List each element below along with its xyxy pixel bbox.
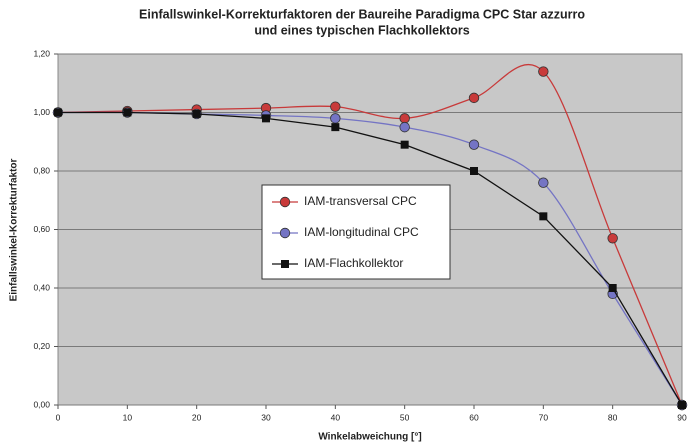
y-tick-label: 0,80 — [33, 165, 50, 175]
x-axis-label: Winkelabweichung [°] — [318, 432, 421, 443]
marker — [330, 113, 341, 124]
marker — [262, 114, 270, 123]
marker — [608, 284, 617, 292]
y-tick-label: 0,40 — [33, 282, 50, 292]
marker — [607, 233, 618, 244]
marker — [539, 212, 548, 221]
y-tick-label: 0,60 — [33, 224, 50, 234]
marker — [399, 113, 410, 124]
marker — [470, 167, 478, 175]
x-tick-label: 80 — [608, 412, 618, 422]
marker — [123, 108, 132, 117]
chart-title: Einfallswinkel-Korrekturfaktoren der Bau… — [139, 7, 585, 21]
x-tick-label: 10 — [123, 412, 133, 422]
legend-label: IAM-transversal CPC — [304, 194, 417, 208]
marker — [538, 177, 549, 188]
x-tick-label: 30 — [261, 412, 271, 422]
legend-label: IAM-Flachkollektor — [304, 256, 403, 270]
legend-box — [261, 184, 451, 280]
x-tick-label: 90 — [677, 412, 687, 422]
marker — [538, 66, 549, 77]
marker — [468, 139, 480, 150]
y-tick-label: 0,20 — [33, 341, 50, 351]
marker — [400, 140, 409, 149]
marker — [331, 123, 340, 132]
marker — [399, 121, 410, 133]
x-tick-label: 60 — [469, 412, 479, 422]
marker — [468, 92, 480, 104]
y-axis-label: Einfallswinkel-Korrekturfaktor — [9, 158, 20, 301]
legend-label: IAM-longitudinal CPC — [304, 225, 419, 239]
marker — [678, 401, 686, 409]
marker — [192, 109, 201, 118]
series-line — [58, 111, 683, 406]
x-tick-label: 70 — [539, 412, 549, 422]
x-tick-label: 50 — [400, 412, 410, 422]
marker — [279, 196, 291, 208]
marker — [330, 101, 341, 112]
x-tick-label: 0 — [56, 412, 61, 422]
y-tick-label: 1,20 — [33, 48, 50, 58]
marker — [279, 227, 291, 239]
chart-title: und eines typischen Flachkollektors — [254, 23, 469, 37]
marker — [281, 260, 289, 268]
y-tick-label: 0,00 — [33, 399, 50, 409]
y-tick-label: 1,00 — [33, 107, 50, 117]
marker — [54, 108, 62, 117]
x-tick-label: 40 — [331, 412, 341, 422]
x-tick-label: 20 — [192, 412, 202, 422]
